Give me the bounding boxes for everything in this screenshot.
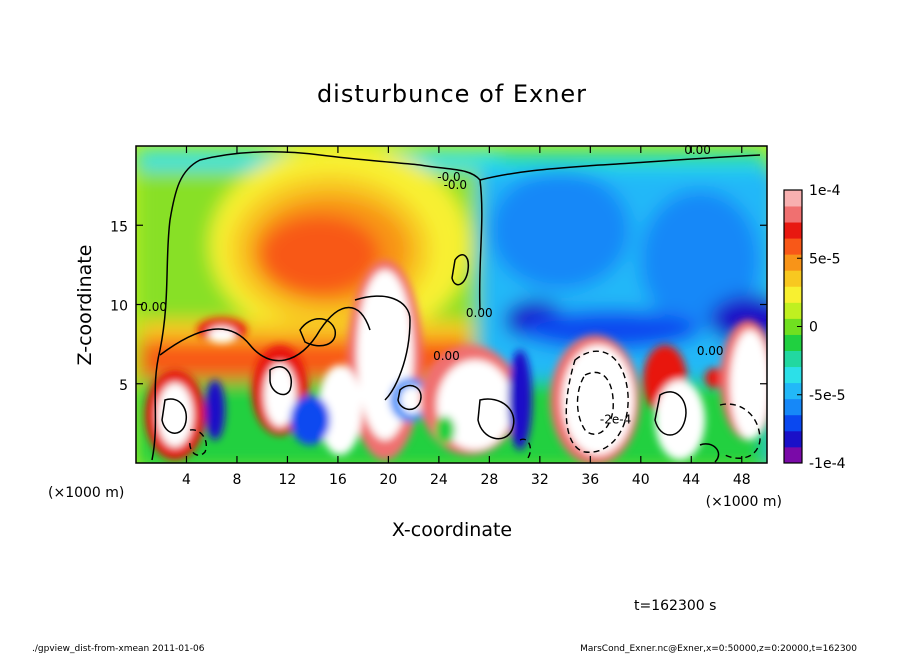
x-axis-unit-label: (×1000 m) — [48, 485, 124, 501]
colorbar-segment — [784, 238, 802, 255]
x-tick-label: 16 — [329, 472, 347, 488]
x-axis-ticks: 4 8 12 16 20 24 28 32 36 40 44 48 — [182, 146, 751, 488]
colorbar-segment — [784, 430, 802, 448]
colorbar-segment — [784, 302, 802, 319]
colorbar-segment — [784, 398, 802, 416]
x-tick-label: 8 — [232, 472, 241, 488]
contour-lines — [151, 150, 761, 463]
contour-label: 0.00 — [466, 306, 493, 320]
colorbar-segment — [784, 254, 802, 271]
x-tick-label: 12 — [279, 472, 297, 488]
x-axis-unit-label-lower: (×1000 m) — [706, 494, 782, 510]
x-tick-label: 20 — [379, 472, 397, 488]
x-tick-label: 36 — [581, 472, 599, 488]
x-tick-label: 28 — [480, 472, 498, 488]
footer-right: MarsCond_Exner.nc@Exner,x=0:50000,z=0:20… — [580, 644, 857, 654]
y-tick-label: 5 — [119, 378, 128, 394]
y-tick-label: 15 — [110, 219, 128, 235]
contour-label: 0.00 — [684, 143, 711, 157]
colorbar-tick-label: -1e-4 — [809, 456, 846, 472]
time-label: t=162300 s — [634, 598, 716, 614]
colorbar-segment — [784, 190, 802, 207]
colorbar-segment — [784, 414, 802, 432]
contour-label: 0.00 — [697, 344, 724, 358]
footer-left: ./gpview_dist-from-xmean 2011-01-06 — [32, 644, 205, 654]
colorbar-tick-label: 0 — [809, 320, 818, 336]
contour-label: -2e-4 — [600, 412, 631, 426]
x-tick-label: 24 — [430, 472, 448, 488]
colorbar-segment — [784, 382, 802, 400]
colorbar-segment — [784, 270, 802, 287]
y-tick-label: 10 — [110, 299, 128, 315]
x-tick-label: 48 — [733, 472, 751, 488]
colorbar-tick-label: 1e-4 — [809, 183, 841, 199]
heatmap-field — [136, 146, 767, 463]
colorbar-segment — [784, 286, 802, 303]
contour-label: -0.0 — [437, 170, 460, 184]
contour-label: 0.00 — [433, 349, 460, 363]
y-axis-label: Z-coordinate — [74, 245, 96, 366]
y-axis-ticks: 5 10 15 — [110, 219, 767, 394]
colorbar-tick-label: -5e-5 — [809, 388, 846, 404]
x-tick-label: 32 — [531, 472, 549, 488]
colorbar-segment — [784, 318, 802, 335]
contour-label: 0.00 — [140, 300, 167, 314]
colorbar-segment — [784, 350, 802, 368]
x-tick-label: 44 — [682, 472, 700, 488]
colorbar-segment — [784, 446, 802, 464]
x-axis-label: X-coordinate — [392, 519, 512, 541]
colorbar-segment — [784, 222, 802, 239]
x-tick-label: 40 — [632, 472, 650, 488]
colorbar-segment — [784, 206, 802, 223]
colorbar: 1e-4 5e-5 0 -5e-5 -1e-4 — [783, 183, 846, 472]
contour-label: -0.0 — [444, 178, 467, 192]
colorbar-segment — [784, 334, 802, 351]
x-tick-label: 4 — [182, 472, 191, 488]
colorbar-tick-label: 5e-5 — [809, 251, 840, 267]
chart-title: disturbunce of Exner — [317, 80, 587, 108]
colorbar-segment — [784, 366, 802, 384]
